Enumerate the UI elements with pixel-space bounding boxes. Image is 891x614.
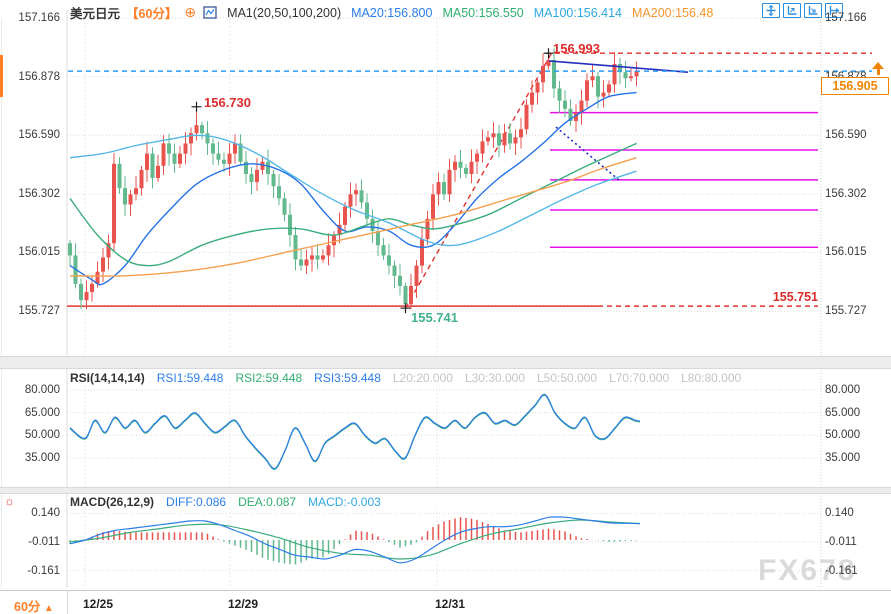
- ma20-value: MA20:156.800: [351, 5, 433, 20]
- macd-axis-label: 0.140: [825, 507, 854, 520]
- macd-axis-label: -0.011: [28, 536, 60, 549]
- rsi-axis-label: 50.000: [825, 429, 861, 442]
- add-indicator-icon[interactable]: ⊕: [184, 4, 197, 20]
- rsi-l50: L50:50.000: [537, 371, 598, 385]
- current-price-box: 156.905: [821, 77, 889, 95]
- rsi-axis-label: 35.000: [24, 451, 60, 464]
- rsi-axis-label: 80.000: [825, 384, 861, 396]
- local-peak-label: 156.730: [204, 95, 251, 110]
- price-axis-label: 156.015: [825, 246, 867, 259]
- panel-separator[interactable]: [0, 487, 891, 494]
- swing-low-label: 155.741: [411, 310, 458, 325]
- left-scroll-track: [1, 18, 2, 588]
- price-up-arrow-icon: [872, 62, 884, 76]
- date-label: 12/29: [228, 597, 259, 611]
- price-axis-label: 155.727: [825, 305, 867, 317]
- symbol-title: 美元日元: [70, 7, 121, 21]
- ma200-value: MA200:156.48: [632, 5, 714, 20]
- macd-axis-label: -0.011: [825, 536, 857, 549]
- macd-axis-label: 0.140: [31, 507, 60, 520]
- chart-header: 美元日元 【60分】 ⊕ MA1(20,50,100,200) MA20:156…: [70, 3, 713, 22]
- rsi-axis-label: 65.000: [24, 406, 60, 419]
- rsi-axis-label: 80.000: [24, 384, 60, 396]
- axis-shift-icon[interactable]: [804, 3, 822, 18]
- ma100-value: MA100:156.414: [533, 5, 623, 20]
- rsi2-value: RSI2:59.448: [235, 371, 303, 385]
- macd-axis-label: -0.161: [825, 564, 858, 577]
- rsi-axis-label: 65.000: [825, 406, 861, 419]
- price-axis-label: 156.590: [825, 129, 867, 142]
- rsi-title[interactable]: RSI(14,14,14): [70, 371, 145, 385]
- swing-high-label: 156.993: [553, 41, 600, 56]
- rsi-l30: L30:30.000: [464, 371, 525, 385]
- axis-scale-icon[interactable]: [783, 3, 801, 18]
- rsi-l80: L80:80.000: [681, 371, 742, 385]
- date-label: 12/25: [83, 597, 114, 611]
- rsi-header: RSI(14,14,14) RSI1:59.448 RSI2:59.448 RS…: [70, 371, 741, 385]
- footer-divider: [67, 590, 68, 614]
- macd-title[interactable]: MACD(26,12,9): [70, 495, 155, 509]
- price-axis-label: 157.166: [825, 12, 867, 24]
- price-axis-label: 156.015: [18, 246, 60, 259]
- macd-value: MACD:-0.003: [308, 495, 381, 509]
- price-axis-label: 157.166: [18, 12, 60, 24]
- ma-settings-label[interactable]: MA1(20,50,100,200): [227, 5, 342, 20]
- rsi1-value: RSI1:59.448: [156, 371, 224, 385]
- rsi-axis-label: 50.000: [24, 429, 60, 442]
- date-label: 12/31: [435, 597, 466, 611]
- rsi3-value: RSI3:59.448: [314, 371, 381, 385]
- price-axis-label: 156.878: [18, 70, 60, 83]
- watermark: FX678: [758, 554, 857, 587]
- macd-header: MACD(26,12,9) DIFF:0.086 DEA:0.087 MACD:…: [70, 495, 381, 509]
- rsi-axis-label: 35.000: [825, 451, 861, 464]
- rsi-l20: L20:20.000: [392, 371, 453, 385]
- dea-value: DEA:0.087: [238, 495, 297, 509]
- diff-value: DIFF:0.086: [166, 495, 227, 509]
- price-axis-label: 156.302: [825, 187, 867, 200]
- chart-type-icon[interactable]: [203, 6, 217, 19]
- price-axis-label: 156.302: [18, 187, 60, 200]
- data-shift-icon[interactable]: [825, 3, 843, 18]
- left-edge-marker[interactable]: [0, 55, 3, 97]
- chart-toolbar: [762, 3, 843, 18]
- timeframe-footer[interactable]: 60分 ▲: [14, 596, 54, 614]
- price-axis-label: 155.727: [18, 305, 60, 317]
- price-axis-label: 156.590: [18, 129, 60, 142]
- macd-axis-label: -0.161: [27, 564, 60, 577]
- pan-icon[interactable]: [762, 3, 780, 18]
- timeframe-badge[interactable]: 【60分】: [126, 7, 178, 21]
- support-level-label: 155.751: [772, 290, 818, 304]
- rsi-l70: L70:70.000: [609, 371, 670, 385]
- ma50-value: MA50:156.550: [442, 5, 524, 20]
- timeframe-footer-label: 60分: [14, 600, 41, 614]
- alert-icon[interactable]: ☼: [4, 494, 15, 508]
- date-axis: 12/25 12/29 12/31: [0, 590, 891, 614]
- timeframe-footer-arrow-icon: ▲: [43, 603, 54, 614]
- panel-separator[interactable]: [0, 356, 891, 369]
